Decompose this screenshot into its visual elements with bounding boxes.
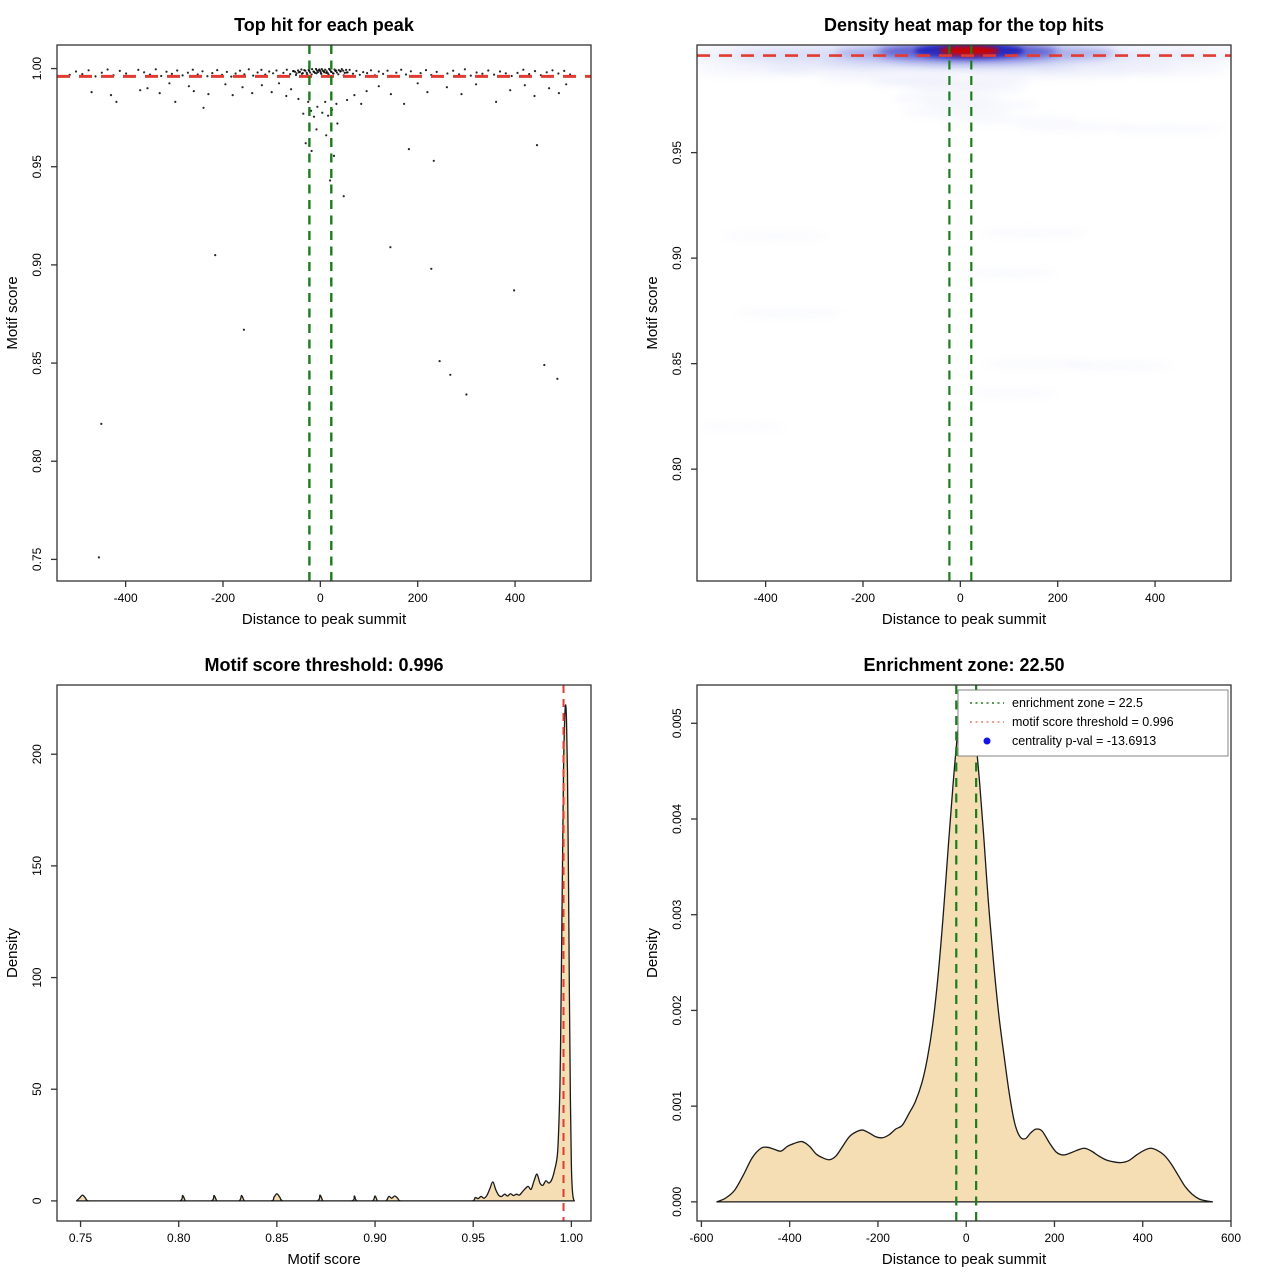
svg-text:0: 0 (957, 591, 964, 605)
svg-text:0.90: 0.90 (363, 1231, 387, 1245)
density-heatmap-chart: -400 -200 0 200 400 0.80 0.85 0.90 0.95 Density h… (640, 0, 1280, 640)
svg-text:0.90: 0.90 (30, 253, 44, 277)
svg-text:0.90: 0.90 (670, 246, 684, 270)
motif-score-density-x-axis: 0.75 0.80 0.85 0.90 0.95 1.00 (69, 1221, 583, 1245)
panel-enrichment-zone-density: -600 -400 -200 0 200 400 600 0.000 0.001 0.002 0.0… (640, 640, 1280, 1280)
enrichment-zone-density-chart: -600 -400 -200 0 200 400 6000.0000.0010.0020.0… (640, 640, 1280, 1280)
top-hit-scatter-chart: -400 -200 0 200 400 0.75 0.80 0.85 0.90 0.95 1.00 T… (0, 0, 640, 640)
legend: enrichment zone = 22.5 motif score thresh… (957, 689, 1229, 757)
svg-text:0.000: 0.000 (670, 1187, 684, 1217)
plot-box (696, 44, 1232, 582)
panel-motif-score-density: 0.75 0.80 0.85 0.90 0.95 1.00 0 50 100 150 200 Moti… (0, 640, 640, 1280)
svg-text:motif score threshold = 0.996: motif score threshold = 0.996 (1012, 715, 1174, 729)
svg-text:400: 400 (1133, 1231, 1153, 1245)
svg-text:0: 0 (30, 1197, 44, 1204)
svg-text:0.75: 0.75 (69, 1231, 93, 1245)
svg-text:0.002: 0.002 (670, 995, 684, 1025)
svg-text:-400: -400 (778, 1231, 802, 1245)
svg-text:0.95: 0.95 (30, 155, 44, 179)
svg-text:-400: -400 (114, 591, 138, 605)
top-hit-scatter-x-axis: -400 -200 0 200 400 (114, 581, 525, 605)
plot-box (56, 684, 592, 1222)
svg-text:0.95: 0.95 (670, 141, 684, 165)
panel-title: Enrichment zone: 22.50 (863, 655, 1064, 675)
svg-text:0.85: 0.85 (265, 1231, 289, 1245)
svg-text:-600: -600 (689, 1231, 713, 1245)
x-axis-label: Distance to peak summit (882, 611, 1047, 628)
svg-text:100: 100 (30, 967, 44, 987)
svg-text:400: 400 (1145, 591, 1165, 605)
panel-title: Density heat map for the top hits (824, 15, 1104, 35)
svg-text:400: 400 (505, 591, 525, 605)
svg-text:1.00: 1.00 (560, 1231, 584, 1245)
y-axis-label: Motif score (4, 276, 21, 349)
panel-title: Motif score threshold: 0.996 (204, 655, 443, 675)
density-heatmap-y-axis: 0.80 0.85 0.90 0.95 (670, 141, 697, 481)
y-axis-label: Density (4, 927, 21, 978)
plot-box (696, 684, 1232, 1222)
svg-text:-200: -200 (866, 1231, 890, 1245)
svg-text:200: 200 (1048, 591, 1068, 605)
svg-text:centrality p-val = -13.6913: centrality p-val = -13.6913 (1012, 734, 1156, 748)
panel-top-hit-scatter: -400 -200 0 200 400 0.75 0.80 0.85 0.90 0.95 1.00 T… (0, 0, 640, 640)
x-axis-label: Distance to peak summit (882, 1251, 1047, 1268)
svg-text:0.80: 0.80 (670, 457, 684, 481)
plot-box (56, 44, 592, 582)
svg-text:200: 200 (1044, 1231, 1064, 1245)
svg-text:0.75: 0.75 (30, 547, 44, 571)
svg-text:200: 200 (30, 744, 44, 764)
svg-text:0: 0 (317, 591, 324, 605)
motif-score-density-y-axis: 0 50 100 150 200 (30, 744, 57, 1204)
svg-text:0.80: 0.80 (30, 449, 44, 473)
enrichment-zone-density-y-axis: 0.000 0.001 0.002 0.003 0.004 0.005 (670, 708, 697, 1217)
panel-title: Top hit for each peak (234, 15, 415, 35)
svg-text:0.85: 0.85 (30, 351, 44, 375)
svg-text:50: 50 (30, 1082, 44, 1096)
svg-text:200: 200 (408, 591, 428, 605)
svg-text:enrichment zone = 22.5: enrichment zone = 22.5 (1012, 696, 1143, 710)
y-axis-label: Density (644, 927, 661, 978)
svg-text:0.003: 0.003 (670, 899, 684, 929)
svg-text:0.95: 0.95 (462, 1231, 486, 1245)
y-axis-label: Motif score (644, 276, 661, 349)
svg-text:1.00: 1.00 (30, 57, 44, 81)
enrichment-zone-density-x-axis: -600 -400 -200 0 200 400 600 (689, 1221, 1241, 1245)
motif-score-density-chart: 0.75 0.80 0.85 0.90 0.95 1.00 0 50 100 150 200 Moti… (0, 640, 640, 1280)
svg-text:0: 0 (963, 1231, 970, 1245)
svg-text:0.85: 0.85 (670, 352, 684, 376)
density-heatmap-x-axis: -400 -200 0 200 400 (754, 581, 1165, 605)
svg-text:150: 150 (30, 856, 44, 876)
svg-text:0.005: 0.005 (670, 708, 684, 738)
x-axis-label: Motif score (287, 1251, 360, 1268)
svg-text:-400: -400 (754, 591, 778, 605)
x-axis-label: Distance to peak summit (242, 611, 407, 628)
svg-text:600: 600 (1221, 1231, 1241, 1245)
svg-text:0.004: 0.004 (670, 804, 684, 834)
svg-text:0.80: 0.80 (167, 1231, 191, 1245)
density-heatmap-data-layer (697, 45, 1231, 431)
svg-text:-200: -200 (851, 591, 875, 605)
svg-text:-200: -200 (211, 591, 235, 605)
panel-density-heatmap: -400 -200 0 200 400 0.80 0.85 0.90 0.95 Density h… (640, 0, 1280, 640)
top-hit-scatter-y-axis: 0.75 0.80 0.85 0.90 0.95 1.00 (30, 57, 57, 571)
svg-text:0.001: 0.001 (670, 1091, 684, 1121)
